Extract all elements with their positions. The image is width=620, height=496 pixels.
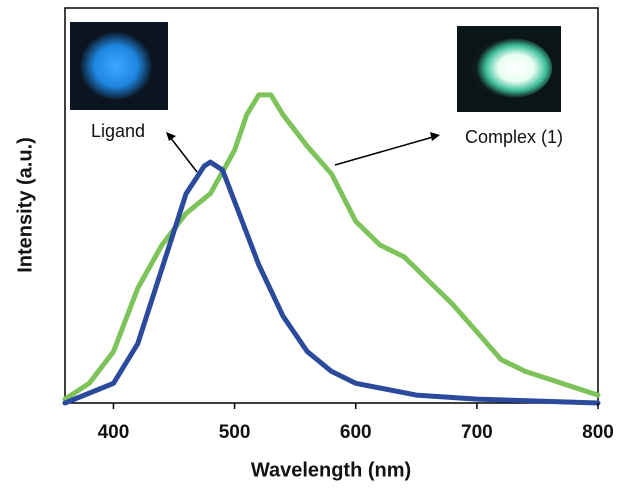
chart: Ligand Complex (1) Wavelength (nm) Inten… bbox=[0, 0, 620, 491]
x-tick-label: 800 bbox=[582, 422, 614, 443]
x-axis-label: Wavelength (nm) bbox=[251, 459, 411, 481]
complex-arrowhead bbox=[430, 132, 440, 141]
ligand-arrowhead bbox=[166, 132, 176, 141]
x-tick-label: 500 bbox=[219, 422, 251, 443]
ligand-emission bbox=[80, 32, 152, 100]
annotation: Complex (1) bbox=[465, 127, 563, 147]
annotation: Ligand bbox=[91, 121, 145, 141]
complex-arrow bbox=[335, 137, 433, 165]
complex-emission bbox=[472, 38, 552, 98]
y-axis-label: Intensity (a.u.) bbox=[14, 137, 36, 273]
ligand-arrow bbox=[170, 137, 197, 172]
x-tick-label: 700 bbox=[461, 422, 493, 443]
x-tick-label: 400 bbox=[98, 422, 130, 443]
x-tick-label: 600 bbox=[340, 422, 372, 443]
